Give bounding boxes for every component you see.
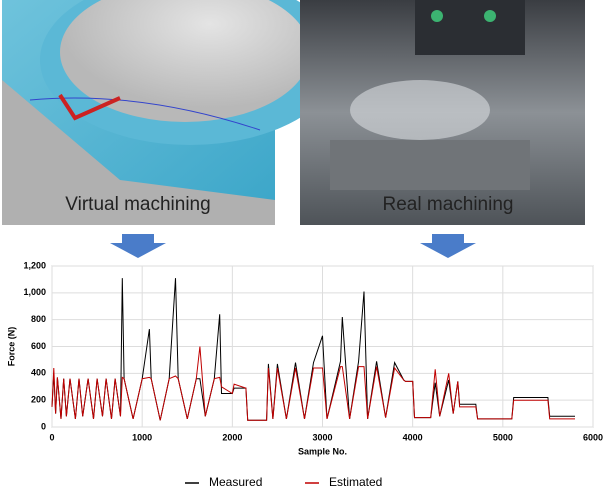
x-tick-label: 1000 bbox=[132, 432, 152, 442]
real-image bbox=[300, 0, 585, 225]
legend-label: Measured bbox=[209, 475, 262, 489]
caption: Real machining bbox=[383, 194, 514, 215]
y-tick-label: 1,000 bbox=[23, 287, 46, 297]
x-tick-label: 5000 bbox=[493, 432, 513, 442]
y-tick-label: 0 bbox=[41, 421, 46, 431]
x-tick-label: 3000 bbox=[312, 432, 332, 442]
x-tick-label: 4000 bbox=[403, 432, 423, 442]
legend-label: Estimated bbox=[329, 475, 382, 489]
series-line bbox=[52, 347, 575, 421]
figure: Virtual machining Real machining 0 200 400… bbox=[0, 0, 603, 493]
caption: Virtual machining bbox=[65, 194, 210, 215]
arrow bbox=[110, 234, 166, 258]
y-axis-label: Force (N) bbox=[6, 327, 16, 367]
y-tick-label: 400 bbox=[31, 368, 46, 378]
x-tick-label: 0 bbox=[49, 432, 54, 442]
x-axis-label: Sample No. bbox=[298, 446, 347, 456]
x-tick-label: 2000 bbox=[222, 432, 242, 442]
y-tick-label: 600 bbox=[31, 341, 46, 351]
y-tick-label: 200 bbox=[31, 395, 46, 405]
x-tick-label: 6000 bbox=[583, 432, 603, 442]
y-tick-label: 1,200 bbox=[23, 260, 46, 270]
series-line bbox=[52, 278, 575, 420]
arrow bbox=[420, 234, 476, 258]
y-tick-label: 800 bbox=[31, 314, 46, 324]
virtual-image bbox=[2, 0, 340, 225]
